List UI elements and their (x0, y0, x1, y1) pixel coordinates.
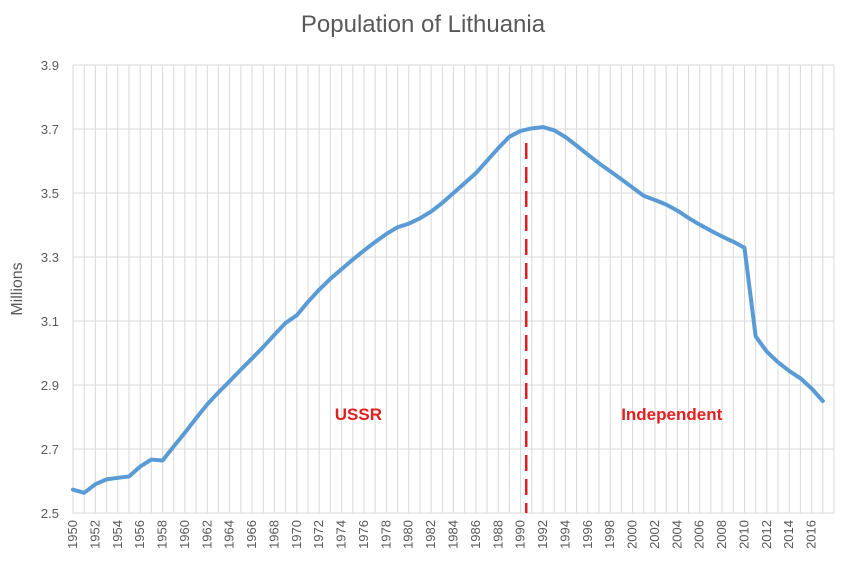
annotations: USSR Independent (335, 405, 723, 424)
population-series-line (71, 125, 825, 495)
x-tick-label: 1970 (289, 520, 304, 549)
x-tick-label: 2016 (804, 520, 819, 549)
y-tick-label: 3.9 (41, 58, 59, 73)
chart-title: Population of Lithuania (301, 11, 546, 38)
x-tick-label: 1974 (334, 520, 349, 549)
x-tick-label: 2004 (669, 520, 684, 549)
x-tick-label: 1980 (401, 520, 416, 549)
x-tick-label: 2000 (625, 520, 640, 549)
x-tick-label: 1964 (222, 520, 237, 549)
y-tick-label: 2.9 (41, 378, 59, 393)
x-tick-label: 2008 (714, 520, 729, 549)
grid (72, 64, 835, 514)
x-tick-label: 1952 (87, 520, 102, 549)
x-tick-label: 1968 (266, 520, 281, 549)
x-tick-label: 1956 (132, 520, 147, 549)
y-tick-label: 3.5 (41, 186, 59, 201)
y-tick-label: 3.1 (41, 314, 59, 329)
x-tick-label: 1992 (535, 520, 550, 549)
y-tick-label: 3.7 (41, 122, 59, 137)
x-tick-label: 1954 (110, 520, 125, 549)
x-tick-label: 1986 (468, 520, 483, 549)
x-axis-ticks: 1950 1952 1954 1956 1958 1960 1962 1964 1966 1968… (65, 520, 819, 549)
y-tick-label: 3.3 (41, 250, 59, 265)
x-tick-label: 1984 (446, 520, 461, 549)
annotation-label: USSR (335, 405, 382, 424)
x-tick-label: 1976 (356, 520, 371, 549)
x-tick-label: 1978 (378, 520, 393, 549)
x-tick-label: 1972 (311, 520, 326, 549)
annotation-label: Independent (621, 405, 722, 424)
x-tick-label: 1966 (244, 520, 259, 549)
x-tick-label: 2014 (781, 520, 796, 549)
x-tick-label: 1958 (155, 520, 170, 549)
x-tick-label: 1960 (177, 520, 192, 549)
x-tick-label: 1988 (490, 520, 505, 549)
x-tick-label: 1950 (65, 520, 80, 549)
series-layer (71, 125, 825, 495)
x-tick-label: 2010 (736, 520, 751, 549)
x-tick-label: 1982 (423, 520, 438, 549)
x-tick-label: 1962 (199, 520, 214, 549)
y-tick-label: 2.5 (41, 506, 59, 521)
x-tick-label: 1998 (602, 520, 617, 549)
x-tick-label: 1994 (557, 520, 572, 549)
x-tick-label: 1996 (580, 520, 595, 549)
x-tick-label: 2006 (692, 520, 707, 549)
y-axis-ticks: 2.5 2.7 2.9 3.1 3.3 3.5 3.7 3.9 (41, 58, 59, 521)
x-tick-label: 2002 (647, 520, 662, 549)
y-axis-label: Millions (9, 262, 26, 315)
x-tick-label: 1990 (513, 520, 528, 549)
x-tick-label: 2012 (759, 520, 774, 549)
y-tick-label: 2.7 (41, 442, 59, 457)
